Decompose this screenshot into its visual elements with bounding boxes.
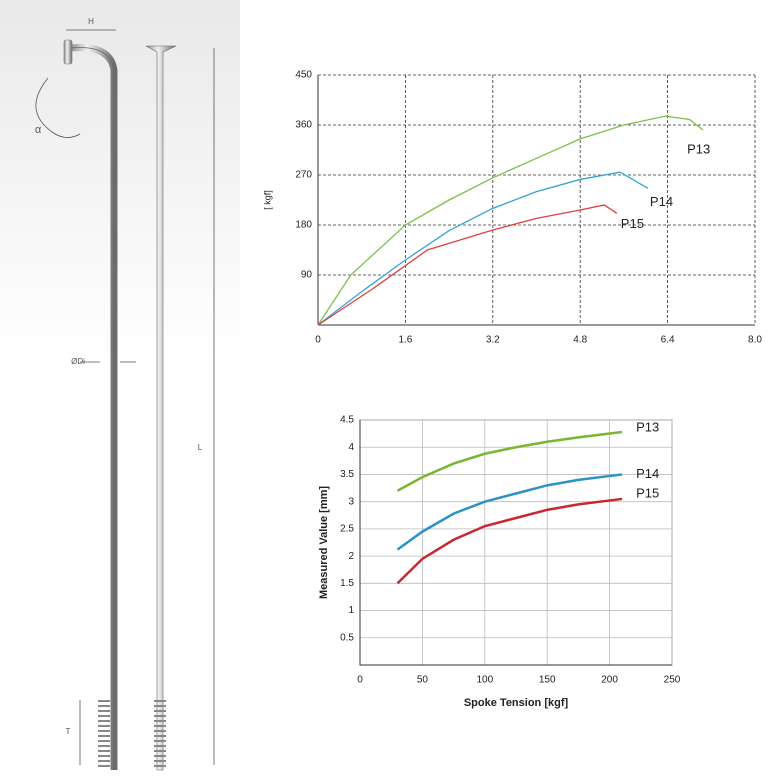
y-tick-label: 1.5 xyxy=(340,578,354,589)
data-line xyxy=(317,115,704,326)
y-tick-label: 3 xyxy=(348,496,354,507)
data-line xyxy=(396,497,623,585)
y-tick-label: 2.5 xyxy=(340,524,354,535)
x-tick-label: 4.8 xyxy=(573,335,587,346)
y-axis-label: [ kgf] xyxy=(262,190,272,210)
series-label: P13 xyxy=(687,141,710,156)
series-label: P15 xyxy=(636,485,659,500)
x-tick-label: 6.4 xyxy=(661,335,675,346)
x-tick-label: 200 xyxy=(601,675,618,686)
y-tick-label: 4 xyxy=(348,442,354,453)
bent-spoke xyxy=(63,39,118,770)
data-line xyxy=(317,171,649,326)
series-label: P13 xyxy=(636,419,659,434)
y-axis-label: Measured Value [mm] xyxy=(318,486,330,599)
y-tick-label: 1 xyxy=(348,605,354,616)
y-tick-label: 90 xyxy=(301,270,313,281)
y-tick-label: 180 xyxy=(295,220,312,231)
x-tick-label: 1.6 xyxy=(398,335,412,346)
plot-area xyxy=(359,419,673,666)
x-tick-label: 8.0 xyxy=(748,335,762,346)
data-line xyxy=(317,204,618,326)
y-tick-label: 3.5 xyxy=(340,469,354,480)
y-tick-label: 360 xyxy=(295,120,312,131)
y-tick-label: 4.5 xyxy=(340,415,354,426)
x-tick-label: 0 xyxy=(357,675,363,686)
x-tick-label: 3.2 xyxy=(486,335,500,346)
y-tick-label: 0.5 xyxy=(340,632,354,643)
plot-area xyxy=(318,75,755,325)
series-label: P14 xyxy=(636,466,659,481)
x-tick-label: 50 xyxy=(417,675,429,686)
dimension-label: α xyxy=(35,124,42,136)
x-tick-label: 0 xyxy=(315,335,321,346)
y-tick-label: 450 xyxy=(295,70,312,81)
x-axis-label: Spoke Tension [kgf] xyxy=(464,697,569,709)
dimension-label: L xyxy=(198,443,203,452)
y-tick-label: 2 xyxy=(348,551,354,562)
x-tick-label: 100 xyxy=(476,675,493,686)
dimension-label: H xyxy=(88,17,94,26)
series-label: P14 xyxy=(650,194,673,209)
x-tick-label: 150 xyxy=(539,675,556,686)
x-tick-label: 250 xyxy=(664,675,681,686)
dimension-label: ØDi xyxy=(71,357,85,366)
data-line xyxy=(396,430,623,492)
dimension-label: T xyxy=(66,727,71,736)
y-tick-label: 270 xyxy=(295,170,312,181)
dimension-lines xyxy=(35,29,215,765)
data-line xyxy=(396,473,623,551)
drawing-background xyxy=(0,0,240,360)
straight-spoke xyxy=(145,45,177,771)
series-label: P15 xyxy=(621,216,644,231)
